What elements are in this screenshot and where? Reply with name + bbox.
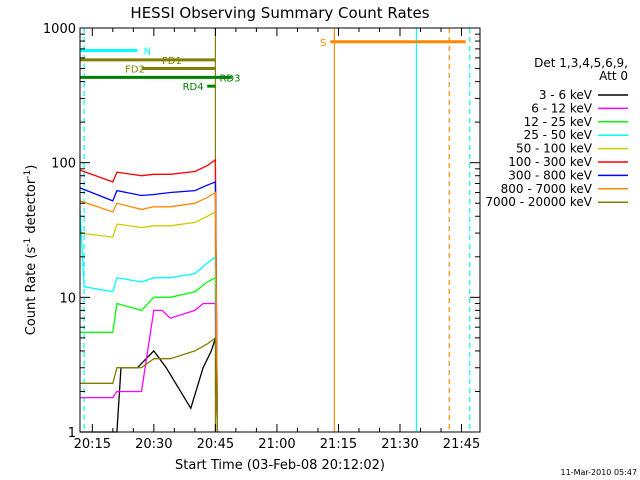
- series-7-line-0: [79, 191, 219, 433]
- y-tick-label: 1: [68, 426, 76, 441]
- y-tick-label: 100: [51, 157, 76, 172]
- x-axis-ticks: 20:15 20:30 20:45 21:00 21:15 21:30 21:45: [74, 28, 480, 452]
- legend-label-4: 50 - 100 keV: [516, 142, 593, 156]
- legend-label-0: 3 - 6 keV: [539, 88, 593, 102]
- y-axis-label-main: Count Rate (s: [24, 247, 39, 336]
- y-tick-label: 1000: [43, 22, 76, 37]
- series-4-line-0: [79, 210, 219, 433]
- legend-label-8: 7000 - 20000 keV: [485, 195, 592, 209]
- x-axis-label: Start Time (03-Feb-08 20:12:02): [175, 458, 385, 473]
- series-8-line-0: [80, 336, 219, 433]
- series-6-line-0: [79, 180, 219, 433]
- flag-label-fd2: FD2: [125, 65, 145, 76]
- flag-label-fd1: FD1: [162, 56, 182, 67]
- series-3-line-0: [79, 209, 219, 433]
- plot-area: N S FD1 FD2 RD3 RD4: [79, 27, 481, 433]
- legend-label-1: 6 - 12 keV: [531, 101, 593, 115]
- series-1-line-0: [80, 302, 219, 433]
- series-5-line-0: [79, 158, 219, 433]
- legend-header-1: Det 1,3,4,5,6,9,: [534, 56, 628, 70]
- y-axis-label-sup-1: -1: [23, 238, 33, 247]
- x-tick-label: 20:30: [135, 437, 172, 452]
- series-2-line-0: [80, 276, 219, 433]
- legend-header-2: Att 0: [599, 69, 628, 83]
- y-tick-label: 10: [59, 291, 76, 306]
- x-tick-label: 21:00: [258, 437, 295, 452]
- legend-label-5: 100 - 300 keV: [508, 155, 592, 169]
- y-axis-ticks: 1 10 100 1000: [43, 22, 480, 441]
- flag-label-s: S: [320, 38, 326, 49]
- x-tick-label: 21:45: [443, 437, 480, 452]
- flag-label-rd4: RD4: [183, 82, 204, 93]
- series-0-line-0: [80, 337, 219, 433]
- y-axis-label: Count Rate (s-1 detector-1): [23, 165, 39, 336]
- plot-frame: [79, 27, 481, 433]
- chart-title: HESSI Observing Summary Count Rates: [130, 4, 429, 22]
- y-axis-label-mid: detector: [24, 178, 39, 238]
- legend-label-6: 300 - 800 keV: [508, 168, 592, 182]
- legend-label-3: 25 - 50 keV: [524, 128, 593, 142]
- x-tick-label: 21:30: [381, 437, 418, 452]
- y-axis-label-end: ): [24, 165, 39, 170]
- legend-label-7: 800 - 7000 keV: [501, 182, 593, 196]
- timestamp: 11-Mar-2010 05:47: [561, 468, 638, 477]
- legend-label-2: 12 - 25 keV: [524, 115, 593, 129]
- flag-label-n: N: [144, 47, 151, 58]
- x-tick-label: 21:15: [320, 437, 357, 452]
- x-tick-label: 20:45: [197, 437, 234, 452]
- flag-label-rd3: RD3: [219, 73, 240, 84]
- x-tick-label: 20:15: [74, 437, 111, 452]
- y-axis-label-sup-2: -1: [23, 170, 33, 179]
